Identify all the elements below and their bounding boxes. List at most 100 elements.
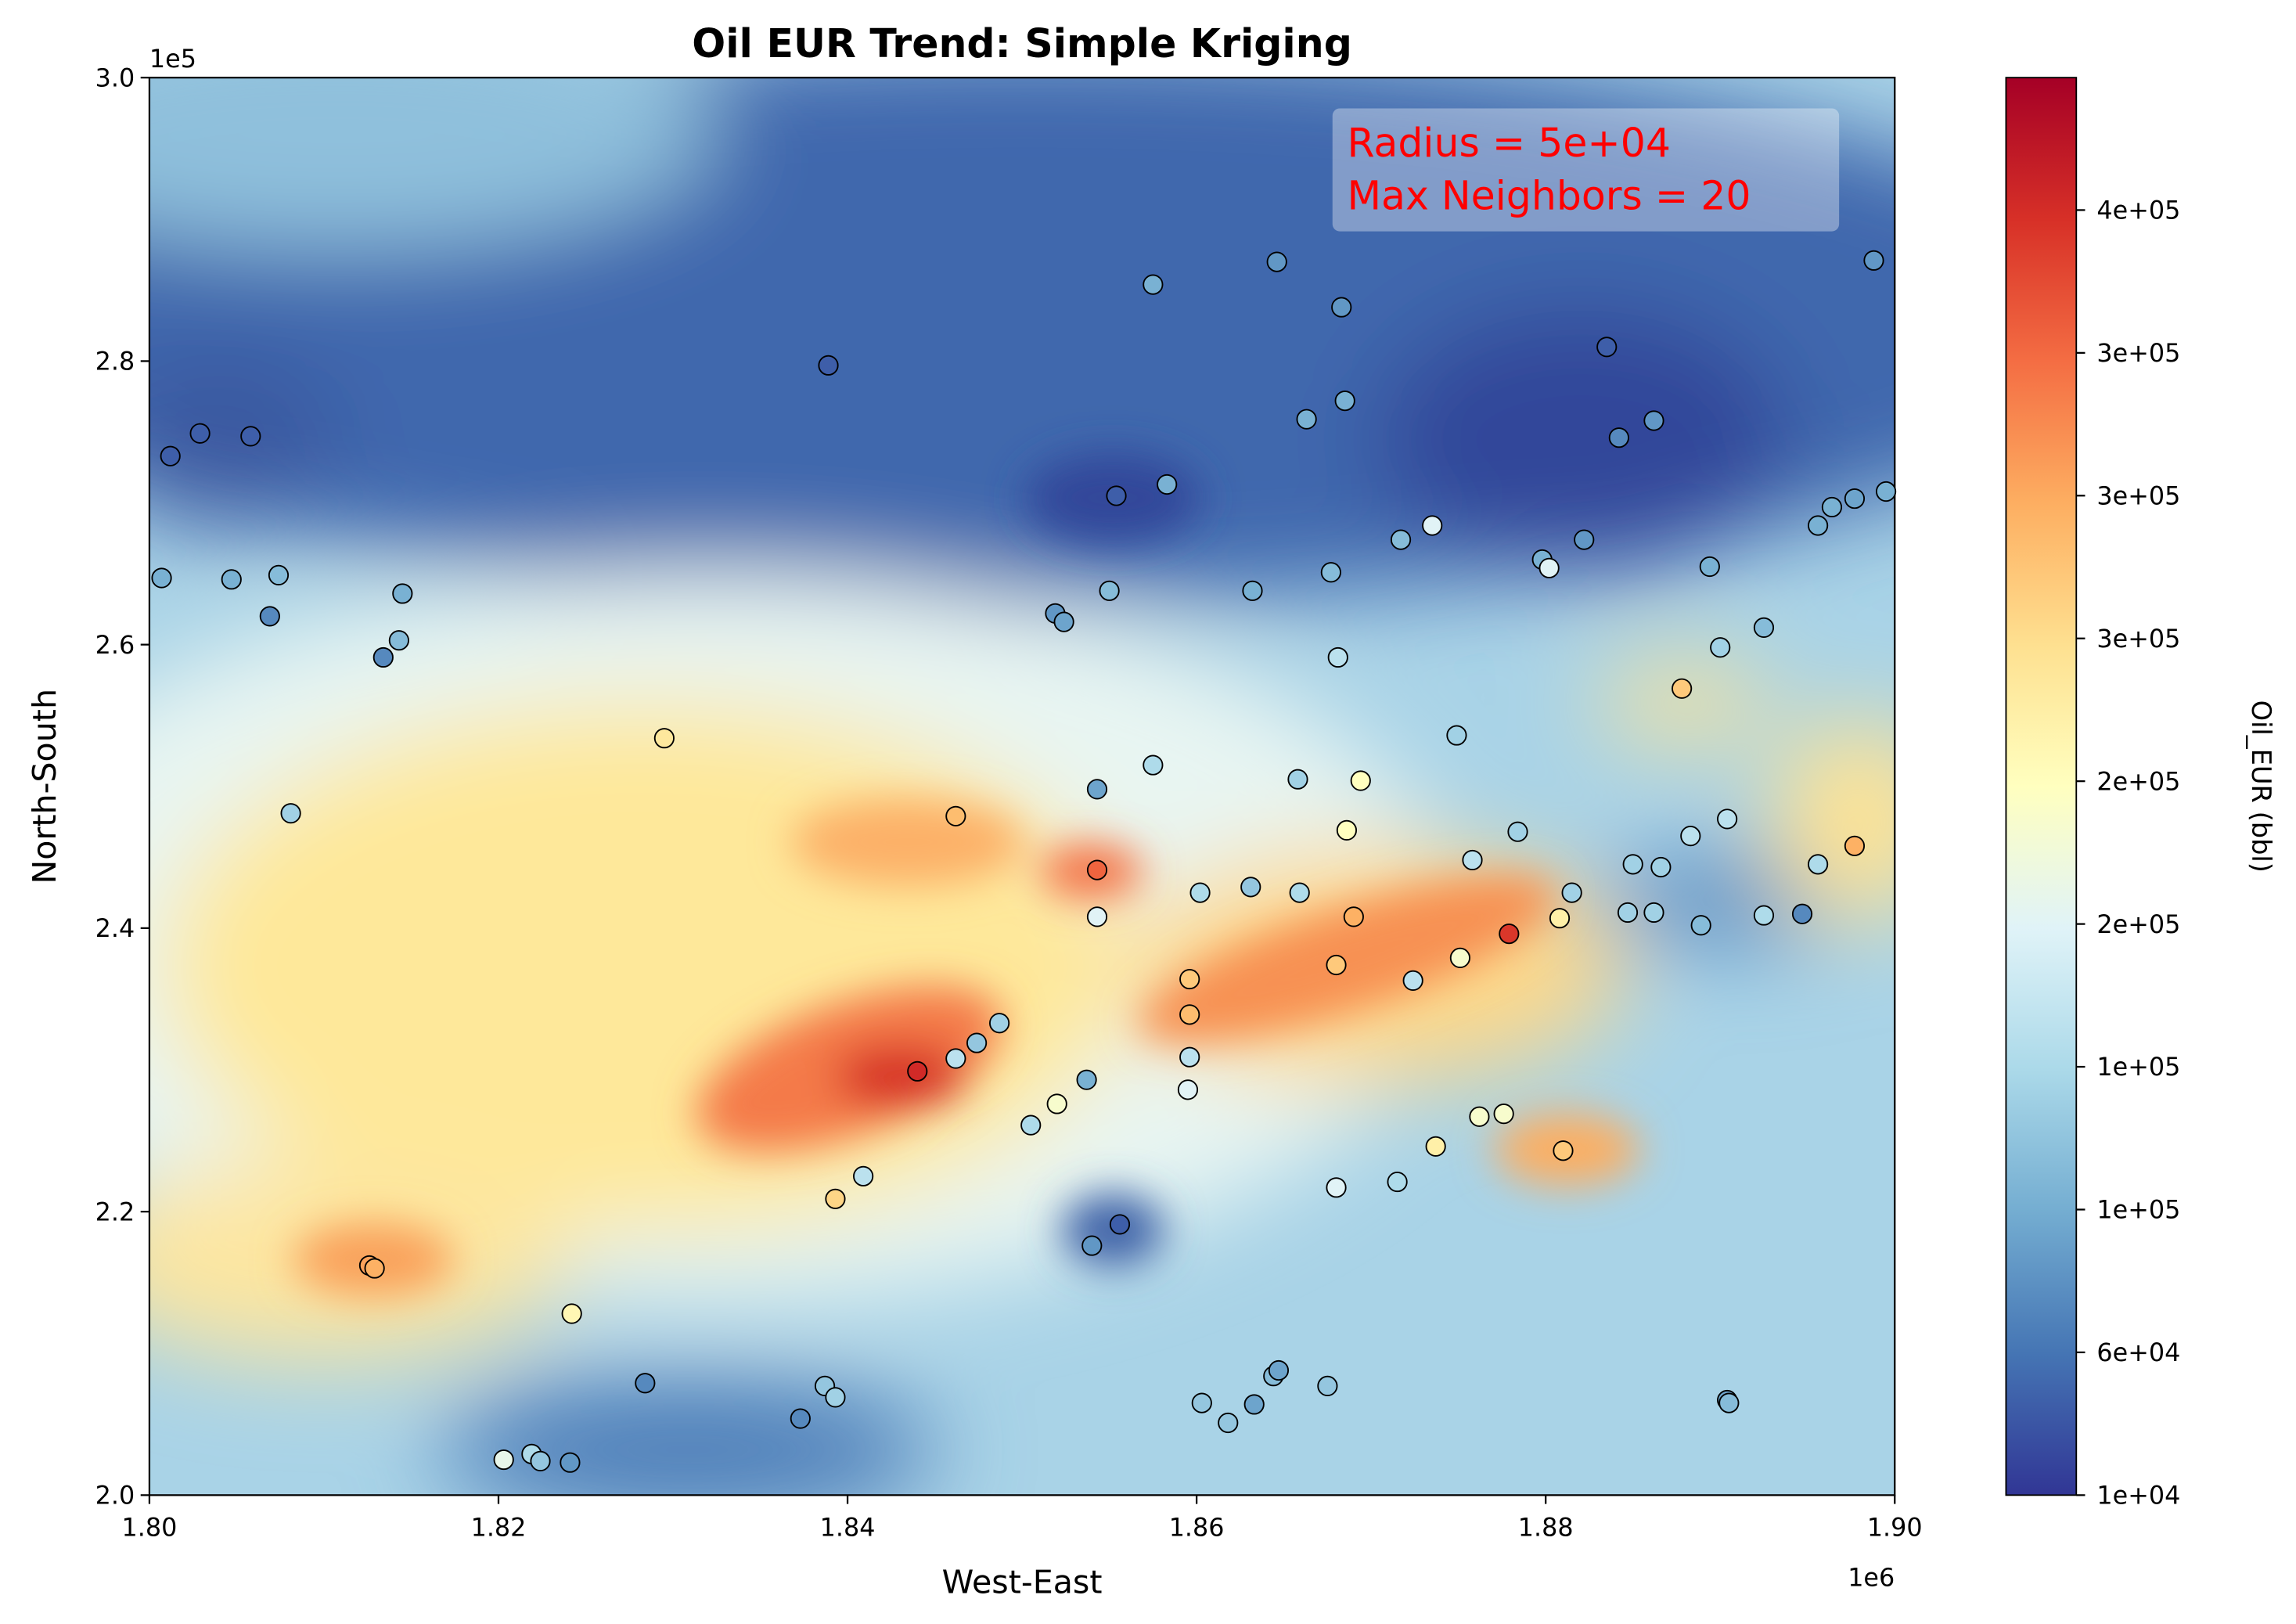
well-point <box>364 1258 385 1279</box>
well-point <box>988 1013 1010 1034</box>
well-point <box>1617 902 1639 924</box>
well-point <box>1387 1171 1408 1193</box>
well-point <box>945 1048 966 1069</box>
well-point <box>1179 1046 1200 1068</box>
well-point <box>280 803 301 824</box>
annotation: Max Neighbors = 20 <box>1347 173 1751 219</box>
x-tick-label: 1.88 <box>1518 1514 1574 1543</box>
well-point <box>1499 924 1520 945</box>
well-point <box>493 1449 514 1471</box>
well-point <box>853 1165 874 1186</box>
well-point <box>1143 754 1164 776</box>
x-tick-label: 1.86 <box>1169 1514 1225 1543</box>
annotation: Radius = 5e+04 <box>1347 120 1671 166</box>
well-point <box>1425 1136 1446 1157</box>
well-point <box>1538 557 1560 578</box>
well-point <box>1268 1359 1290 1381</box>
colorbar-tick-label: 3e+05 <box>2096 339 2180 368</box>
y-tick-label: 2.0 <box>95 1482 135 1511</box>
well-point <box>530 1450 551 1471</box>
y-tick-label: 2.4 <box>95 914 135 943</box>
well-point <box>1327 646 1348 668</box>
well-point <box>221 569 242 590</box>
well-point <box>160 445 181 466</box>
well-point <box>1177 1079 1199 1100</box>
well-point <box>1086 906 1108 927</box>
well-point <box>1449 947 1470 969</box>
y-tick-label: 2.8 <box>95 347 135 376</box>
well-point <box>653 728 675 749</box>
well-point <box>1863 250 1884 271</box>
well-point <box>268 564 290 585</box>
well-point <box>966 1032 988 1053</box>
well-point <box>1717 808 1738 830</box>
colorbar-tick-label: 4e+05 <box>2096 196 2180 225</box>
well-point <box>1334 391 1355 412</box>
well-point <box>1596 337 1618 358</box>
well-point <box>1422 515 1443 536</box>
well-point <box>1343 906 1364 927</box>
well-point <box>1753 905 1775 926</box>
well-point <box>392 583 413 604</box>
well-point <box>1336 819 1358 841</box>
well-point <box>1574 529 1595 550</box>
x-tick-label: 1.80 <box>122 1514 178 1543</box>
well-point <box>907 1060 928 1082</box>
well-point <box>1680 826 1701 847</box>
well-point <box>1081 1235 1103 1256</box>
colorbar-tick-label: 2e+05 <box>2096 910 2180 939</box>
well-point <box>1462 849 1483 871</box>
well-point <box>1561 882 1582 903</box>
well-point <box>1808 854 1829 875</box>
well-point <box>1844 835 1866 856</box>
well-point <box>1718 1392 1740 1413</box>
well-point <box>1287 769 1308 790</box>
well-point <box>151 567 172 589</box>
well-point <box>1296 409 1317 430</box>
well-point <box>1326 1177 1347 1198</box>
well-point <box>1791 903 1813 924</box>
x-axis-label: West-East <box>942 1564 1103 1601</box>
well-point <box>1242 580 1263 601</box>
axes: 1.80 1.82 1.84 1.86 1.88 1.90 2.0 2.2 2.4 2.6 2.8 3… <box>95 63 2181 1542</box>
well-point <box>1317 1375 1338 1396</box>
well-point <box>1608 427 1629 448</box>
kriging-surface <box>149 77 1895 1496</box>
well-point <box>1493 1104 1514 1125</box>
well-point <box>1046 1093 1067 1114</box>
well-point <box>1350 770 1371 791</box>
x-offset-label: 1e6 <box>1848 1563 1895 1592</box>
well-point <box>1690 915 1711 936</box>
well-point <box>1699 556 1720 578</box>
y-tick-label: 3.0 <box>95 63 135 92</box>
well-point <box>1507 821 1528 842</box>
colorbar-label: Oil_EUR (bbl) <box>2246 700 2276 873</box>
well-point <box>1143 274 1164 295</box>
well-point <box>1643 410 1664 431</box>
well-point <box>790 1408 811 1429</box>
well-point <box>1191 1392 1212 1413</box>
plot-frame <box>148 77 1896 1496</box>
well-point <box>1189 882 1211 903</box>
well-point <box>1053 611 1074 632</box>
well-point <box>1643 902 1664 924</box>
well-point <box>1672 678 1693 699</box>
well-point <box>1553 1140 1574 1161</box>
well-point <box>1390 529 1412 550</box>
well-point <box>1821 496 1843 518</box>
well-point <box>1402 970 1423 991</box>
well-point <box>1106 485 1127 506</box>
well-point <box>818 355 839 376</box>
well-point <box>945 805 966 826</box>
colorbar-tick-label: 1e+05 <box>2096 1196 2180 1225</box>
colorbar-tick-label: 1e+05 <box>2096 1053 2180 1082</box>
y-tick-label: 2.2 <box>95 1197 135 1226</box>
well-point <box>1331 297 1352 318</box>
colorbar-tick-label: 2e+05 <box>2096 767 2180 796</box>
well-point <box>1710 637 1731 658</box>
annotation-box <box>1332 108 1840 232</box>
well-point <box>1099 580 1120 601</box>
well-point <box>240 426 261 447</box>
